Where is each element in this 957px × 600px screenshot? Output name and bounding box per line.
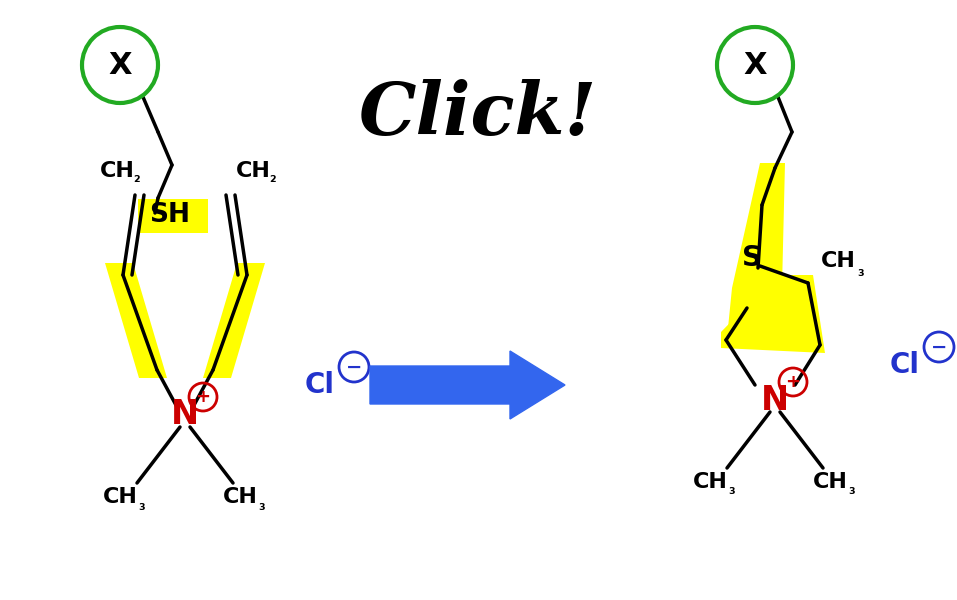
Text: −: − [931, 337, 947, 356]
Text: CH: CH [235, 161, 271, 181]
Text: ₂: ₂ [270, 169, 277, 185]
Text: Click!: Click! [359, 79, 597, 151]
Text: +: + [786, 373, 800, 391]
Text: N: N [761, 383, 790, 416]
FancyArrow shape [370, 351, 565, 419]
Text: +: + [195, 388, 211, 406]
Polygon shape [138, 199, 208, 233]
Text: ₃: ₃ [849, 482, 856, 497]
Polygon shape [721, 275, 825, 353]
Text: CH: CH [693, 472, 727, 492]
Text: ₃: ₃ [728, 482, 735, 497]
Text: CH: CH [100, 161, 134, 181]
Text: CH: CH [820, 251, 856, 271]
Polygon shape [727, 163, 785, 338]
Text: CH: CH [102, 487, 138, 507]
Text: X: X [744, 50, 767, 79]
Text: X: X [108, 50, 132, 79]
Text: ₃: ₃ [139, 497, 145, 512]
Text: SH: SH [149, 202, 190, 228]
Text: −: − [345, 358, 362, 377]
Text: N: N [171, 398, 199, 431]
Polygon shape [105, 263, 167, 378]
Text: ₃: ₃ [258, 497, 265, 512]
Text: Cl: Cl [890, 351, 920, 379]
Text: ₂: ₂ [134, 169, 141, 185]
Polygon shape [203, 263, 265, 378]
Text: Cl: Cl [305, 371, 335, 399]
Text: CH: CH [223, 487, 257, 507]
Text: S: S [742, 244, 762, 272]
Text: CH: CH [812, 472, 848, 492]
Text: ₃: ₃ [857, 263, 864, 278]
